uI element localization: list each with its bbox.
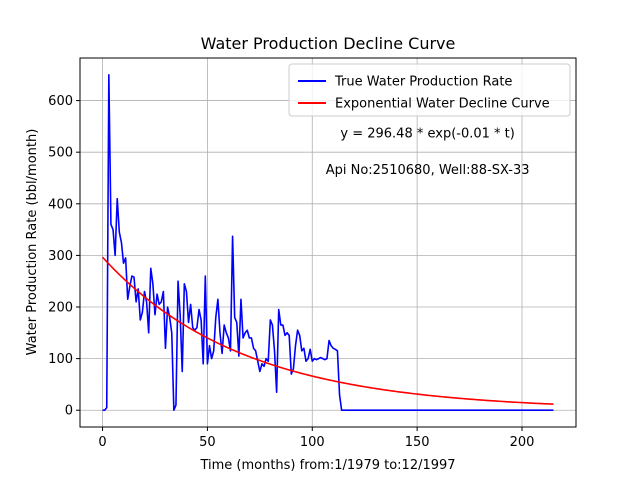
annotation-text: y = 296.48 * exp(-0.01 * t) [340,127,514,142]
y-tick-label: 500 [48,146,73,161]
series-line-true-rate [102,73,554,412]
legend-box [288,63,571,117]
x-axis-label: Time (months) from:1/1979 to:12/1997 [199,458,455,473]
annotations: y = 296.48 * exp(-0.01 * t) Api No:251068… [326,127,530,179]
plot-area-frame [79,57,577,428]
x-tick-label: 200 [510,435,535,450]
legend: True Water Production Rate Exponential Wa… [288,63,571,117]
legend-label: True Water Production Rate [334,75,512,90]
y-tick-label: 400 [48,197,73,212]
grid-lines [80,58,576,427]
x-tick-label: 100 [300,435,325,450]
chart-title: Water Production Decline Curve [201,34,456,53]
y-axis-label: Water Production Rate (bbl/month) [25,129,40,356]
x-tick-label: 50 [199,435,216,450]
y-tick-label: 600 [48,94,73,109]
series-line-exponential-fit [101,256,554,405]
series-layer [101,73,554,412]
y-tick-label: 0 [65,404,73,419]
annotation-text: Api No:2510680, Well:88-SX-33 [326,163,530,178]
y-tick-label: 300 [48,249,73,264]
legend-label: Exponential Water Decline Curve [335,97,550,112]
x-tick-label: 0 [98,435,106,450]
y-tick-label: 200 [48,301,73,316]
axis-ticks: 0 50 100 150 200 0 100 200 300 400 500 600 [48,94,534,450]
y-tick-label: 100 [48,352,73,367]
x-tick-label: 150 [405,435,430,450]
